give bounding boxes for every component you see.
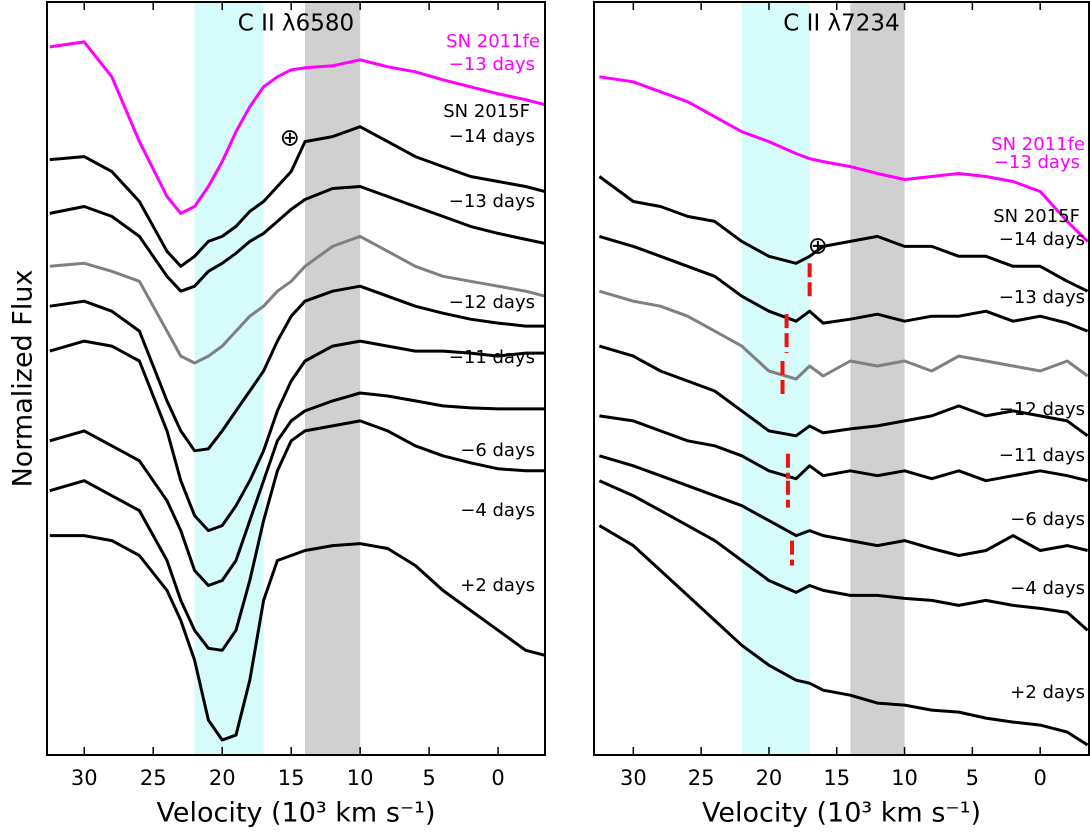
spectrum-line xyxy=(49,284,545,453)
series-label: +2 days xyxy=(1010,682,1085,703)
object-label: SN 2011fe xyxy=(991,134,1085,155)
spectrum-line xyxy=(598,234,1089,333)
object-label: SN 2011fe xyxy=(446,31,540,52)
spectrum-line xyxy=(599,414,1088,483)
sn-label: SN 2015F xyxy=(443,101,530,122)
spectrum-line xyxy=(598,175,1089,293)
x-tick-label: 20 xyxy=(209,766,236,790)
sn-label: SN 2015F xyxy=(993,206,1080,227)
chart-title: C II λ6580 xyxy=(238,11,354,37)
series-label: −6 days xyxy=(1010,509,1085,530)
y-axis-label: Normalized Flux xyxy=(8,270,39,488)
series-label: −11 days xyxy=(449,347,535,368)
x-tick-label: 5 xyxy=(966,766,979,790)
x-tick-label: 25 xyxy=(688,766,715,790)
series-label: −13 days xyxy=(994,152,1080,173)
series-label: −12 days xyxy=(999,399,1085,420)
x-tick-label: 30 xyxy=(71,766,98,790)
series-label: −12 days xyxy=(449,292,535,313)
series-label: −13 days xyxy=(999,287,1085,308)
x-tick-label: 0 xyxy=(491,766,504,790)
series-label: −14 days xyxy=(999,229,1085,250)
series-label: −11 days xyxy=(999,445,1085,466)
velocity-band xyxy=(850,2,905,755)
x-tick-label: 5 xyxy=(422,766,435,790)
series-label: −4 days xyxy=(460,500,535,521)
spectrum-line xyxy=(49,125,545,268)
x-tick-label: 0 xyxy=(1033,766,1046,790)
spectrum-line xyxy=(49,40,545,215)
x-tick-label: 15 xyxy=(823,766,850,790)
spectrum-line xyxy=(49,234,545,365)
x-tick-label: 20 xyxy=(756,766,783,790)
x-tick-label: 30 xyxy=(620,766,647,790)
x-tick-label: 15 xyxy=(278,766,305,790)
spectrum-line xyxy=(49,391,545,587)
telluric-symbol: ⊕ xyxy=(808,231,828,259)
spectrum-line xyxy=(598,479,1089,632)
spectrum-line xyxy=(49,419,545,652)
spectrum-line xyxy=(599,75,1089,243)
velocity-band xyxy=(194,2,264,755)
velocity-band xyxy=(304,2,361,755)
series-label: +2 days xyxy=(460,575,535,596)
series-label: −4 days xyxy=(1010,578,1085,599)
x-tick-label: 25 xyxy=(140,766,167,790)
x-axis-label: Velocity (10³ km s⁻¹) xyxy=(702,798,981,829)
chart-title: C II λ7234 xyxy=(783,11,899,37)
spectrum-line xyxy=(49,339,545,533)
spectrum-line xyxy=(49,534,545,742)
telluric-symbol: ⊕ xyxy=(280,124,300,152)
spectrum-line xyxy=(598,524,1089,747)
series-label: −13 days xyxy=(449,54,535,75)
x-tick-label: 10 xyxy=(891,766,918,790)
series-label: −13 days xyxy=(449,191,535,212)
spectrum-line xyxy=(598,289,1089,381)
x-tick-label: 10 xyxy=(347,766,374,790)
series-label: −6 days xyxy=(460,440,535,461)
x-axis-label: Velocity (10³ km s⁻¹) xyxy=(157,798,436,829)
plot-frame xyxy=(46,1,546,756)
series-label: −14 days xyxy=(449,126,535,147)
spectrum-line xyxy=(49,185,545,293)
velocity-band xyxy=(741,2,810,755)
spectrum-line xyxy=(598,454,1088,557)
spectrum-line xyxy=(598,344,1089,438)
plot-frame xyxy=(593,1,1090,756)
